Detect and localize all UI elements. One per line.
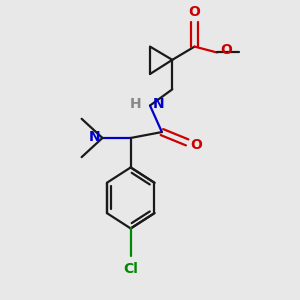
- Text: N: N: [88, 130, 100, 144]
- Text: O: O: [220, 43, 232, 57]
- Text: O: O: [189, 4, 200, 19]
- Text: O: O: [191, 138, 203, 152]
- Text: H: H: [130, 98, 142, 111]
- Text: N: N: [153, 98, 165, 111]
- Text: Cl: Cl: [123, 262, 138, 276]
